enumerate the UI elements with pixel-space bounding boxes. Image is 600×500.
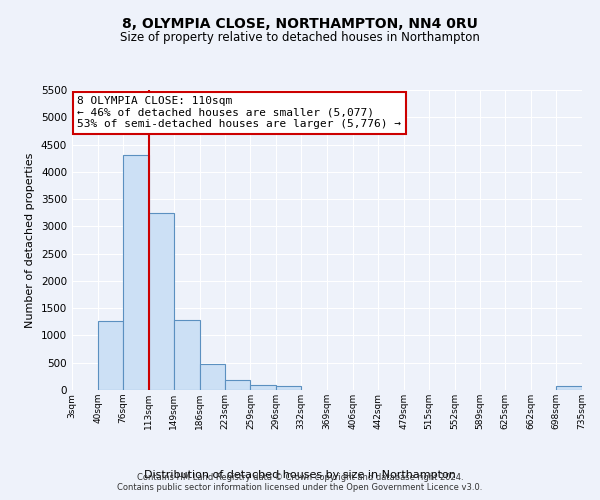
Text: Contains HM Land Registry data © Crown copyright and database right 2024.
Contai: Contains HM Land Registry data © Crown c… [118,473,482,492]
Bar [250,385,276,390]
Text: 8, OLYMPIA CLOSE, NORTHAMPTON, NN4 0RU: 8, OLYMPIA CLOSE, NORTHAMPTON, NN4 0RU [122,18,478,32]
Bar [199,364,225,390]
Bar [149,212,174,390]
Text: Size of property relative to detached houses in Northampton: Size of property relative to detached ho… [120,31,480,44]
Text: 8 OLYMPIA CLOSE: 110sqm
← 46% of detached houses are smaller (5,077)
53% of semi: 8 OLYMPIA CLOSE: 110sqm ← 46% of detache… [77,96,401,129]
Bar [174,320,199,390]
Bar [123,156,149,390]
Bar [276,386,301,390]
Bar [556,386,582,390]
Y-axis label: Number of detached properties: Number of detached properties [25,152,35,328]
Bar [98,320,123,390]
Text: Distribution of detached houses by size in Northampton: Distribution of detached houses by size … [144,470,456,480]
Bar [225,380,250,390]
